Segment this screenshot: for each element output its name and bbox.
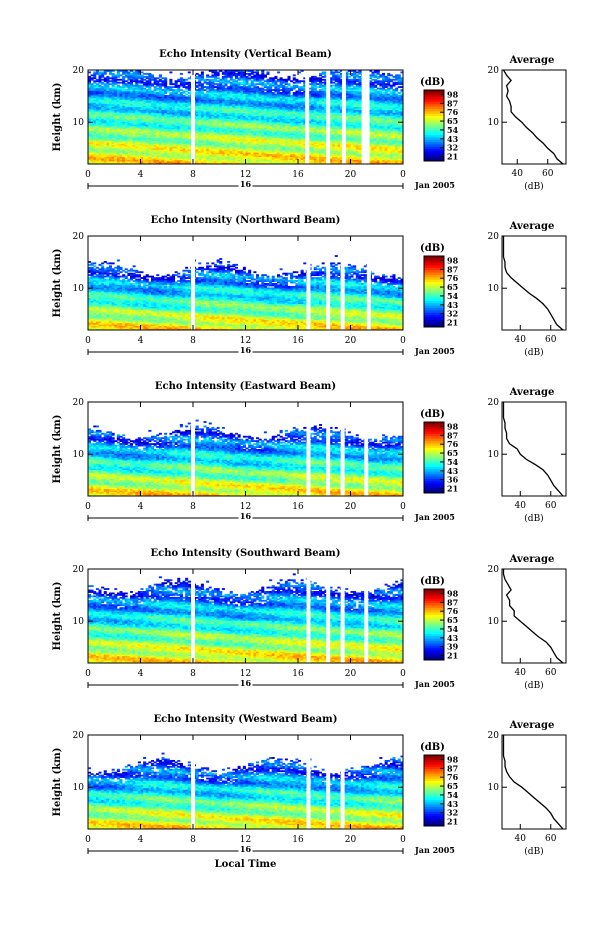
- heatmap: [88, 70, 403, 164]
- panel-0: Echo Intensity (Vertical Beam)0 4 8 12 16 20 0…: [52, 49, 566, 192]
- echo-intensity-figure: Echo Intensity (Vertical Beam)0 4 8 12 16 20 0…: [0, 0, 616, 929]
- panel-title: Echo Intensity (Vertical Beam): [159, 49, 332, 60]
